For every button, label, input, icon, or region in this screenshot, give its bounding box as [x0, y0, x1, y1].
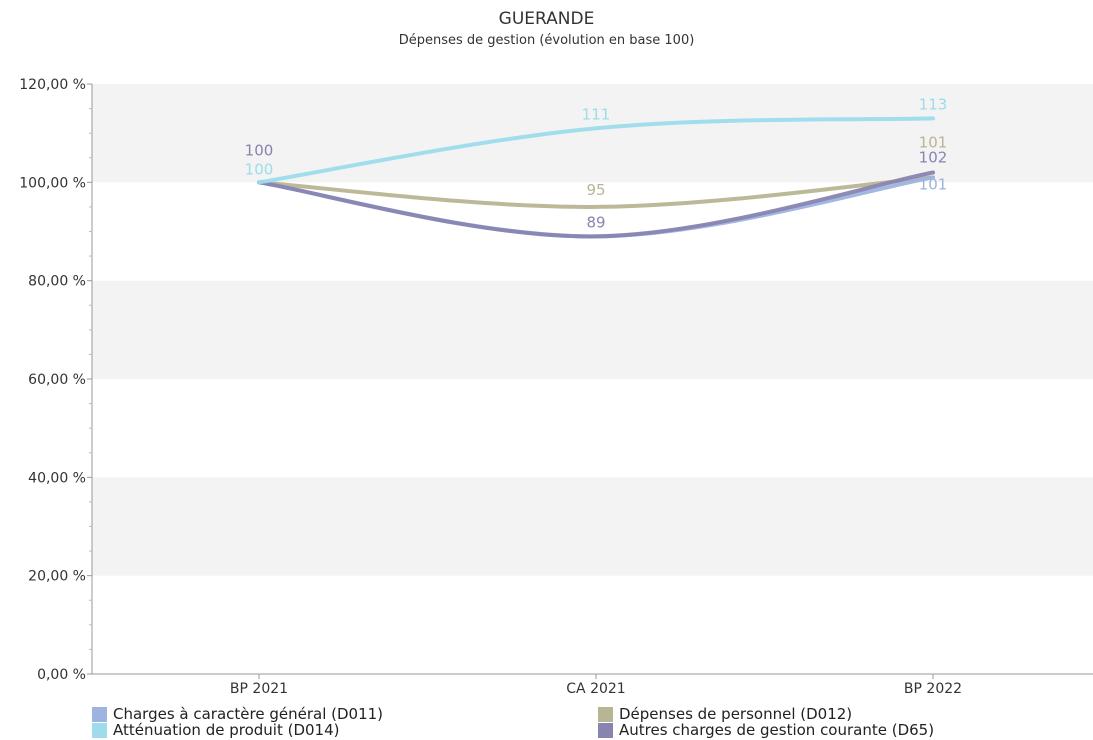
- legend-label-d65: Autres charges de gestion courante (D65): [619, 721, 935, 739]
- data-label-d011: 101: [919, 175, 948, 193]
- legend-swatch-d014: [92, 723, 107, 738]
- y-tick-label: 40,00 %: [28, 470, 86, 486]
- legend-item-d012[interactable]: Dépenses de personnel (D012): [598, 706, 852, 723]
- legend-item-d011[interactable]: Charges à caractère général (D011): [92, 706, 383, 723]
- legend-label-d011: Charges à caractère général (D011): [113, 705, 384, 723]
- x-tick-label: CA 2021: [566, 681, 625, 697]
- series-line-d014: [257, 116, 935, 185]
- data-label-d65: 102: [919, 149, 948, 167]
- chart-subtitle: Dépenses de gestion (évolution en base 1…: [398, 33, 695, 48]
- y-tick-label: 80,00 %: [28, 274, 86, 290]
- data-label-d014: 111: [582, 105, 611, 123]
- y-tick-label: 0,00 %: [37, 667, 86, 683]
- legend-swatch-d65: [598, 723, 613, 738]
- legend-item-d65[interactable]: Autres charges de gestion courante (D65): [598, 722, 934, 739]
- legend-swatch-d012: [598, 707, 613, 722]
- legend-swatch-d011: [92, 707, 107, 722]
- series-line-d65: [257, 170, 935, 239]
- grid-band: [92, 84, 1093, 183]
- data-label-d014: 113: [919, 95, 948, 113]
- series-line-d012: [257, 175, 935, 209]
- data-label-d65: 100: [245, 141, 274, 159]
- y-tick-label: 120,00 %: [19, 77, 86, 93]
- legend-item-d014[interactable]: Atténuation de produit (D014): [92, 722, 339, 739]
- data-label-d012: 95: [586, 181, 605, 199]
- y-tick-label: 100,00 %: [19, 175, 86, 191]
- line-chart: 0,00 % 20,00 % 40,00 % 60,00 % 80,00 % 100,00…: [19, 77, 1093, 697]
- x-tick-label: BP 2021: [230, 681, 288, 697]
- grid-band: [92, 280, 1093, 379]
- data-label-d012: 101: [919, 133, 948, 151]
- y-tick-label: 60,00 %: [28, 372, 86, 388]
- grid-band: [92, 477, 1093, 576]
- x-tick-label: BP 2022: [904, 681, 962, 697]
- data-label-d014: 100: [245, 160, 274, 178]
- y-tick-label: 20,00 %: [28, 569, 86, 585]
- data-label-d65: 89: [586, 213, 605, 231]
- legend-label-d012: Dépenses de personnel (D012): [619, 705, 853, 723]
- chart-title: GUERANDE: [498, 9, 595, 29]
- legend-label-d014: Atténuation de produit (D014): [113, 721, 340, 739]
